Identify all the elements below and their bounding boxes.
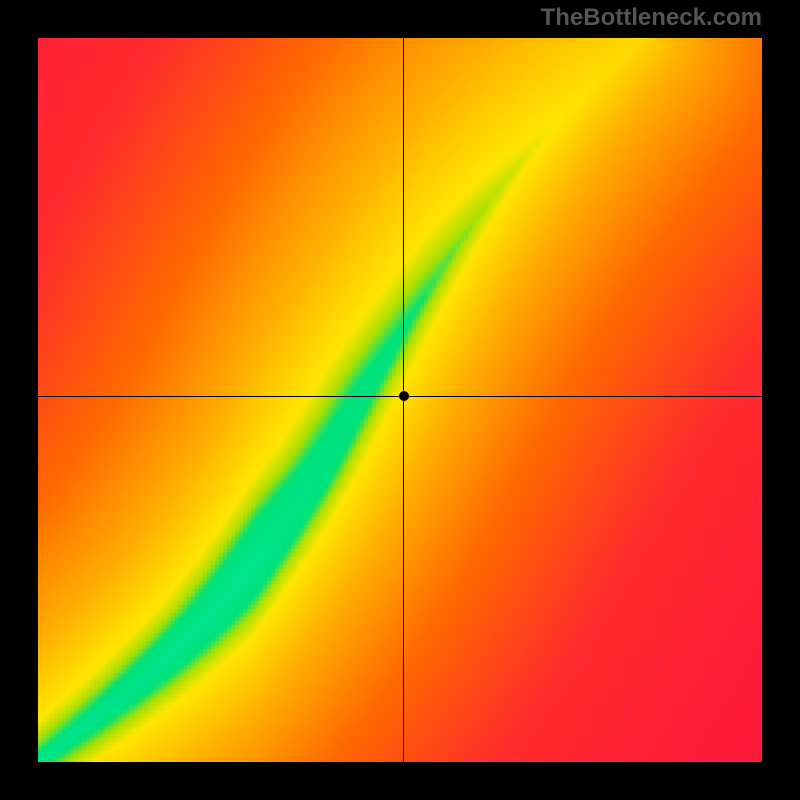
plot-area [38,38,762,762]
watermark-text: TheBottleneck.com [541,4,762,32]
crosshair-dot [399,391,409,401]
